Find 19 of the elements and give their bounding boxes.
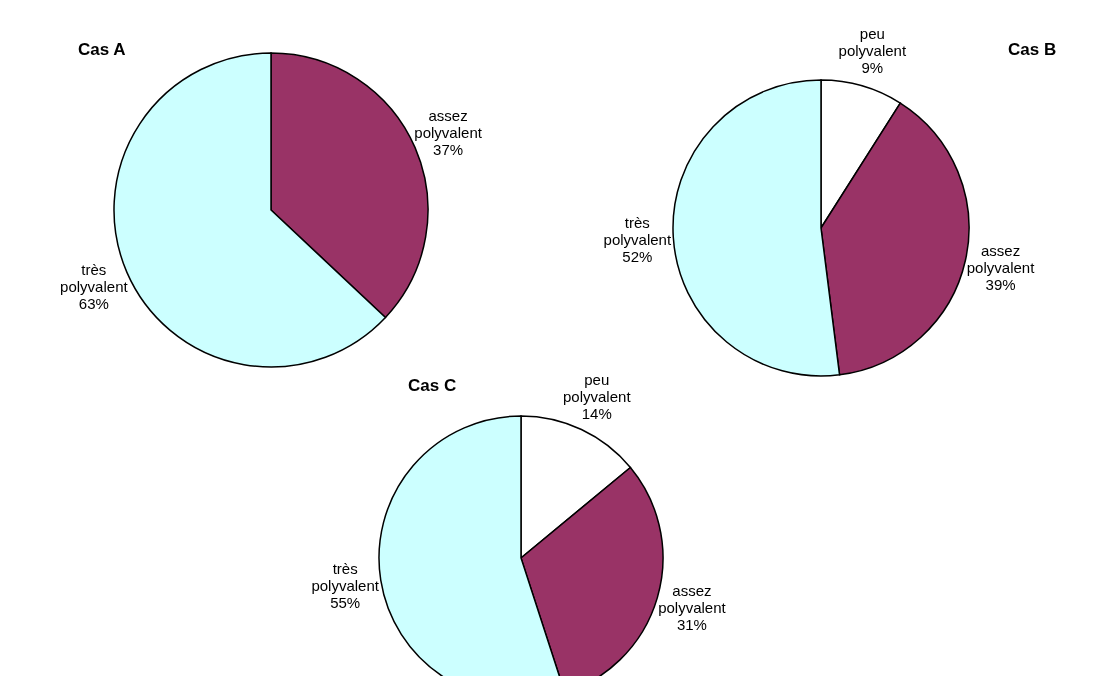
data-label: 55% [330, 593, 361, 611]
data-label: 52% [622, 247, 653, 265]
slice-label: assez polyvalent [414, 107, 483, 142]
data-label: 31% [676, 615, 707, 633]
text: Cas B [1008, 40, 1057, 60]
slice-label: très polyvalent [60, 260, 129, 295]
slice-label: très polyvalent [311, 559, 380, 594]
slice-label: peu polyvalent [563, 370, 632, 405]
slice-label: peu polyvalent [838, 25, 907, 60]
data-label: 39% [985, 276, 1016, 294]
slice-label: assez polyvalent [966, 242, 1036, 277]
data-label: 37% [433, 141, 464, 159]
data-label: 14% [581, 404, 612, 422]
chart-title: Cas A [78, 40, 126, 60]
chart-title: Cas C [408, 376, 457, 396]
data-label: 63% [78, 294, 109, 312]
slice-label: très polyvalent [603, 213, 672, 248]
data-label: 9% [861, 59, 884, 77]
slice-label: assez polyvalent [658, 581, 727, 616]
